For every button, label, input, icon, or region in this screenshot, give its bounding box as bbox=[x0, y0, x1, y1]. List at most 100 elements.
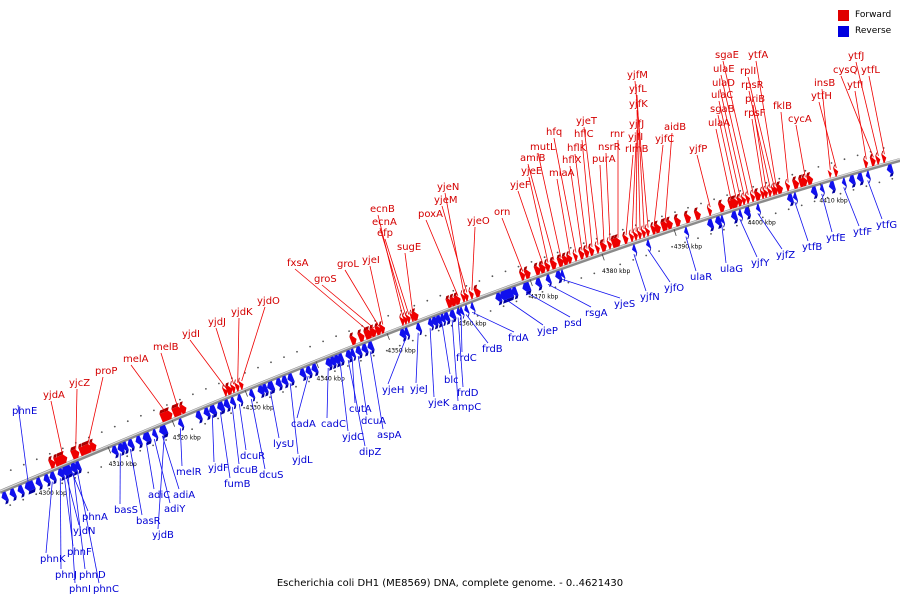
feature-side bbox=[121, 451, 125, 456]
guide-dot bbox=[35, 458, 38, 461]
gene-label-rsgA: rsgA bbox=[585, 308, 608, 319]
leader-line bbox=[721, 224, 727, 264]
feature-side bbox=[315, 371, 319, 377]
forward-gene-ulaE bbox=[744, 191, 751, 204]
gene-label-yjeS: yjeS bbox=[614, 299, 635, 310]
feature-top bbox=[523, 266, 528, 271]
gene-label-frdC: frdC bbox=[456, 353, 477, 364]
gene-label-poxA: poxA bbox=[418, 209, 443, 220]
feature-body bbox=[736, 197, 743, 207]
gene-label-yjdB: yjdB bbox=[152, 530, 174, 541]
forward-gene-block bbox=[53, 453, 61, 467]
feature-top bbox=[544, 259, 547, 264]
gene-label-melB: melB bbox=[153, 342, 179, 353]
feature-body bbox=[770, 186, 777, 196]
feature-body bbox=[707, 218, 715, 229]
feature-body bbox=[561, 255, 569, 266]
feature-top bbox=[572, 249, 575, 254]
forward-gene-block bbox=[683, 210, 691, 224]
forward-gene-block bbox=[673, 213, 681, 227]
forward-gene-mutL bbox=[556, 254, 564, 268]
leader-line bbox=[425, 219, 459, 296]
guide-dot bbox=[437, 329, 440, 332]
forward-gene-yjfP bbox=[706, 203, 713, 216]
feature-body bbox=[714, 215, 723, 226]
gene-label-ytfJ: ytfJ bbox=[848, 51, 864, 62]
gene-label-yjfZ: yjfZ bbox=[776, 250, 795, 261]
gene-label-yjeH: yjeH bbox=[382, 385, 404, 396]
feature-body bbox=[578, 250, 585, 260]
feature-top bbox=[628, 229, 631, 234]
reverse-gene-fumB bbox=[217, 401, 226, 415]
feature-side bbox=[47, 482, 51, 487]
leader-line bbox=[17, 404, 30, 492]
leader-line bbox=[72, 472, 86, 570]
guide-dot bbox=[295, 385, 297, 388]
forward-gene-yjeT bbox=[594, 241, 600, 254]
leader-line bbox=[344, 269, 380, 327]
gene-label-phnA: phnA bbox=[82, 512, 108, 523]
feature-body bbox=[449, 309, 457, 320]
reverse-gene-yjdL bbox=[287, 373, 295, 387]
feature-body bbox=[225, 385, 233, 396]
feature-body bbox=[740, 196, 747, 206]
guide-dot bbox=[541, 291, 544, 293]
feature-side bbox=[438, 323, 443, 328]
leader-line bbox=[76, 471, 100, 584]
leader-line bbox=[296, 375, 309, 419]
leader-line bbox=[855, 61, 879, 156]
tick-label: 4320 kbp bbox=[173, 434, 201, 441]
reverse-gene-ytfG bbox=[865, 170, 871, 183]
guide-dot bbox=[774, 212, 777, 215]
gene-label-purA: purA bbox=[592, 154, 616, 165]
leader-line bbox=[415, 332, 419, 384]
leader-line bbox=[189, 339, 227, 388]
reverse-gene-block bbox=[443, 311, 451, 325]
reverse-gene-block bbox=[535, 277, 543, 291]
guide-dot bbox=[713, 198, 715, 201]
forward-gene-aidB bbox=[660, 217, 669, 232]
gene-label-phnD: phnD bbox=[79, 570, 106, 581]
guide-dot bbox=[204, 422, 207, 425]
gene-label-yjdC: yjdC bbox=[342, 432, 364, 443]
guide-dot bbox=[296, 350, 298, 353]
guide-dot bbox=[230, 412, 233, 415]
feature-body bbox=[856, 172, 864, 183]
leader-line bbox=[581, 139, 593, 247]
feature-side bbox=[329, 366, 333, 371]
guide-dot bbox=[372, 354, 375, 357]
guide-dot bbox=[126, 455, 129, 458]
feature-body bbox=[161, 424, 169, 434]
gene-label-yjeI: yjeI bbox=[362, 255, 380, 266]
reverse-gene-block bbox=[435, 314, 443, 328]
feature-top bbox=[378, 321, 382, 326]
feature-body bbox=[53, 457, 61, 467]
feature-side bbox=[419, 331, 423, 336]
feature-top bbox=[744, 191, 747, 196]
feature-body bbox=[572, 252, 578, 262]
leader-line bbox=[634, 80, 649, 228]
feature-side bbox=[790, 201, 794, 207]
guide-dot bbox=[126, 420, 129, 423]
feature-body bbox=[566, 254, 573, 264]
leader-line bbox=[294, 268, 369, 331]
tick-label: 4380 kbp bbox=[602, 268, 630, 275]
guide-dot bbox=[739, 190, 742, 192]
feature-side bbox=[53, 479, 57, 485]
forward-gene-sgaE bbox=[749, 189, 756, 203]
gene-label-sugE: sugE bbox=[397, 242, 421, 253]
feature-body bbox=[405, 314, 411, 324]
forward-gene-block bbox=[349, 332, 357, 346]
feature-side bbox=[467, 313, 470, 317]
feature-body bbox=[1, 491, 9, 501]
leader-line bbox=[130, 364, 167, 413]
feature-body bbox=[523, 269, 531, 280]
feature-top bbox=[81, 440, 89, 447]
feature-top bbox=[561, 252, 566, 257]
forward-gene-yjeI bbox=[378, 321, 386, 334]
leader-line bbox=[505, 299, 544, 326]
feature-side bbox=[341, 361, 345, 367]
feature-body bbox=[35, 477, 43, 487]
forward-gene-ytfH bbox=[833, 164, 839, 177]
forward-gene-hflX bbox=[578, 246, 585, 260]
